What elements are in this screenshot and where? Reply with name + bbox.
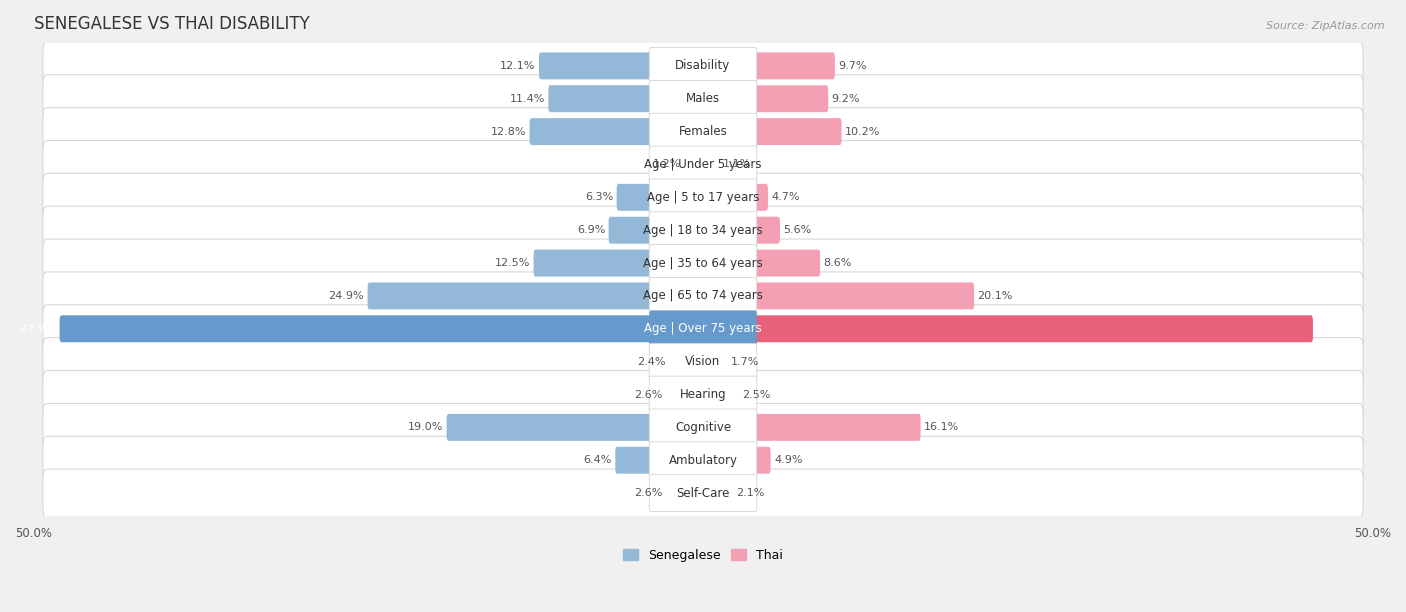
- FancyBboxPatch shape: [650, 343, 756, 380]
- Text: 8.6%: 8.6%: [824, 258, 852, 268]
- Text: 19.0%: 19.0%: [408, 422, 443, 432]
- Text: Disability: Disability: [675, 59, 731, 72]
- Text: 2.5%: 2.5%: [742, 389, 770, 400]
- FancyBboxPatch shape: [755, 217, 780, 244]
- Text: 2.6%: 2.6%: [634, 389, 662, 400]
- FancyBboxPatch shape: [650, 475, 756, 512]
- FancyBboxPatch shape: [42, 173, 1364, 222]
- FancyBboxPatch shape: [42, 436, 1364, 484]
- Text: 1.7%: 1.7%: [731, 357, 759, 367]
- FancyBboxPatch shape: [530, 118, 651, 145]
- FancyBboxPatch shape: [42, 272, 1364, 320]
- Text: 6.3%: 6.3%: [585, 192, 613, 203]
- Legend: Senegalese, Thai: Senegalese, Thai: [619, 543, 787, 567]
- FancyBboxPatch shape: [650, 442, 756, 479]
- FancyBboxPatch shape: [42, 338, 1364, 386]
- FancyBboxPatch shape: [755, 85, 828, 112]
- FancyBboxPatch shape: [367, 283, 651, 310]
- FancyBboxPatch shape: [617, 184, 651, 211]
- FancyBboxPatch shape: [755, 53, 835, 80]
- Text: 45.4%: 45.4%: [1316, 324, 1351, 334]
- Text: 6.9%: 6.9%: [576, 225, 605, 235]
- Text: Age | 5 to 17 years: Age | 5 to 17 years: [647, 191, 759, 204]
- FancyBboxPatch shape: [650, 146, 756, 183]
- FancyBboxPatch shape: [650, 113, 756, 150]
- FancyBboxPatch shape: [42, 305, 1364, 353]
- FancyBboxPatch shape: [650, 376, 756, 413]
- FancyBboxPatch shape: [650, 179, 756, 216]
- Text: Age | Under 5 years: Age | Under 5 years: [644, 158, 762, 171]
- Text: 4.9%: 4.9%: [773, 455, 803, 465]
- FancyBboxPatch shape: [650, 277, 756, 315]
- FancyBboxPatch shape: [59, 315, 651, 342]
- Text: Source: ZipAtlas.com: Source: ZipAtlas.com: [1267, 21, 1385, 31]
- FancyBboxPatch shape: [616, 447, 651, 474]
- FancyBboxPatch shape: [755, 315, 1313, 342]
- Text: 1.2%: 1.2%: [654, 160, 682, 170]
- FancyBboxPatch shape: [755, 118, 842, 145]
- FancyBboxPatch shape: [42, 469, 1364, 517]
- Text: Vision: Vision: [685, 355, 721, 368]
- FancyBboxPatch shape: [650, 212, 756, 248]
- Text: 10.2%: 10.2%: [845, 127, 880, 136]
- FancyBboxPatch shape: [42, 206, 1364, 254]
- FancyBboxPatch shape: [650, 80, 756, 117]
- FancyBboxPatch shape: [42, 108, 1364, 155]
- FancyBboxPatch shape: [755, 250, 820, 277]
- Text: 12.8%: 12.8%: [491, 127, 526, 136]
- FancyBboxPatch shape: [755, 447, 770, 474]
- Text: Hearing: Hearing: [679, 388, 727, 401]
- Text: 20.1%: 20.1%: [977, 291, 1012, 301]
- Text: 12.5%: 12.5%: [495, 258, 530, 268]
- FancyBboxPatch shape: [650, 245, 756, 282]
- Text: 4.7%: 4.7%: [772, 192, 800, 203]
- FancyBboxPatch shape: [755, 414, 921, 441]
- FancyBboxPatch shape: [538, 53, 651, 80]
- Text: 16.1%: 16.1%: [924, 422, 959, 432]
- FancyBboxPatch shape: [42, 141, 1364, 188]
- Text: 12.1%: 12.1%: [501, 61, 536, 71]
- FancyBboxPatch shape: [42, 75, 1364, 123]
- FancyBboxPatch shape: [42, 370, 1364, 419]
- Text: Age | Over 75 years: Age | Over 75 years: [644, 323, 762, 335]
- FancyBboxPatch shape: [42, 239, 1364, 287]
- Text: Cognitive: Cognitive: [675, 421, 731, 434]
- Text: SENEGALESE VS THAI DISABILITY: SENEGALESE VS THAI DISABILITY: [34, 15, 309, 33]
- Text: Age | 65 to 74 years: Age | 65 to 74 years: [643, 289, 763, 302]
- Text: 24.9%: 24.9%: [329, 291, 364, 301]
- Text: Females: Females: [679, 125, 727, 138]
- Text: 2.1%: 2.1%: [737, 488, 765, 498]
- Text: Age | 18 to 34 years: Age | 18 to 34 years: [643, 224, 763, 237]
- FancyBboxPatch shape: [42, 403, 1364, 452]
- FancyBboxPatch shape: [755, 283, 974, 310]
- FancyBboxPatch shape: [650, 310, 756, 347]
- FancyBboxPatch shape: [534, 250, 651, 277]
- Text: 9.2%: 9.2%: [831, 94, 860, 104]
- Text: 6.4%: 6.4%: [583, 455, 612, 465]
- FancyBboxPatch shape: [548, 85, 651, 112]
- FancyBboxPatch shape: [650, 409, 756, 446]
- Text: Age | 35 to 64 years: Age | 35 to 64 years: [643, 256, 763, 269]
- Text: 11.4%: 11.4%: [509, 94, 546, 104]
- Text: 2.4%: 2.4%: [637, 357, 665, 367]
- Text: 47.9%: 47.9%: [21, 324, 56, 334]
- FancyBboxPatch shape: [650, 48, 756, 84]
- Text: Ambulatory: Ambulatory: [668, 453, 738, 467]
- Text: 2.6%: 2.6%: [634, 488, 662, 498]
- FancyBboxPatch shape: [42, 42, 1364, 90]
- Text: 1.1%: 1.1%: [723, 160, 751, 170]
- FancyBboxPatch shape: [447, 414, 651, 441]
- Text: 9.7%: 9.7%: [838, 61, 866, 71]
- FancyBboxPatch shape: [755, 184, 768, 211]
- FancyBboxPatch shape: [609, 217, 651, 244]
- Text: 5.6%: 5.6%: [783, 225, 811, 235]
- Text: Self-Care: Self-Care: [676, 487, 730, 499]
- Text: Males: Males: [686, 92, 720, 105]
